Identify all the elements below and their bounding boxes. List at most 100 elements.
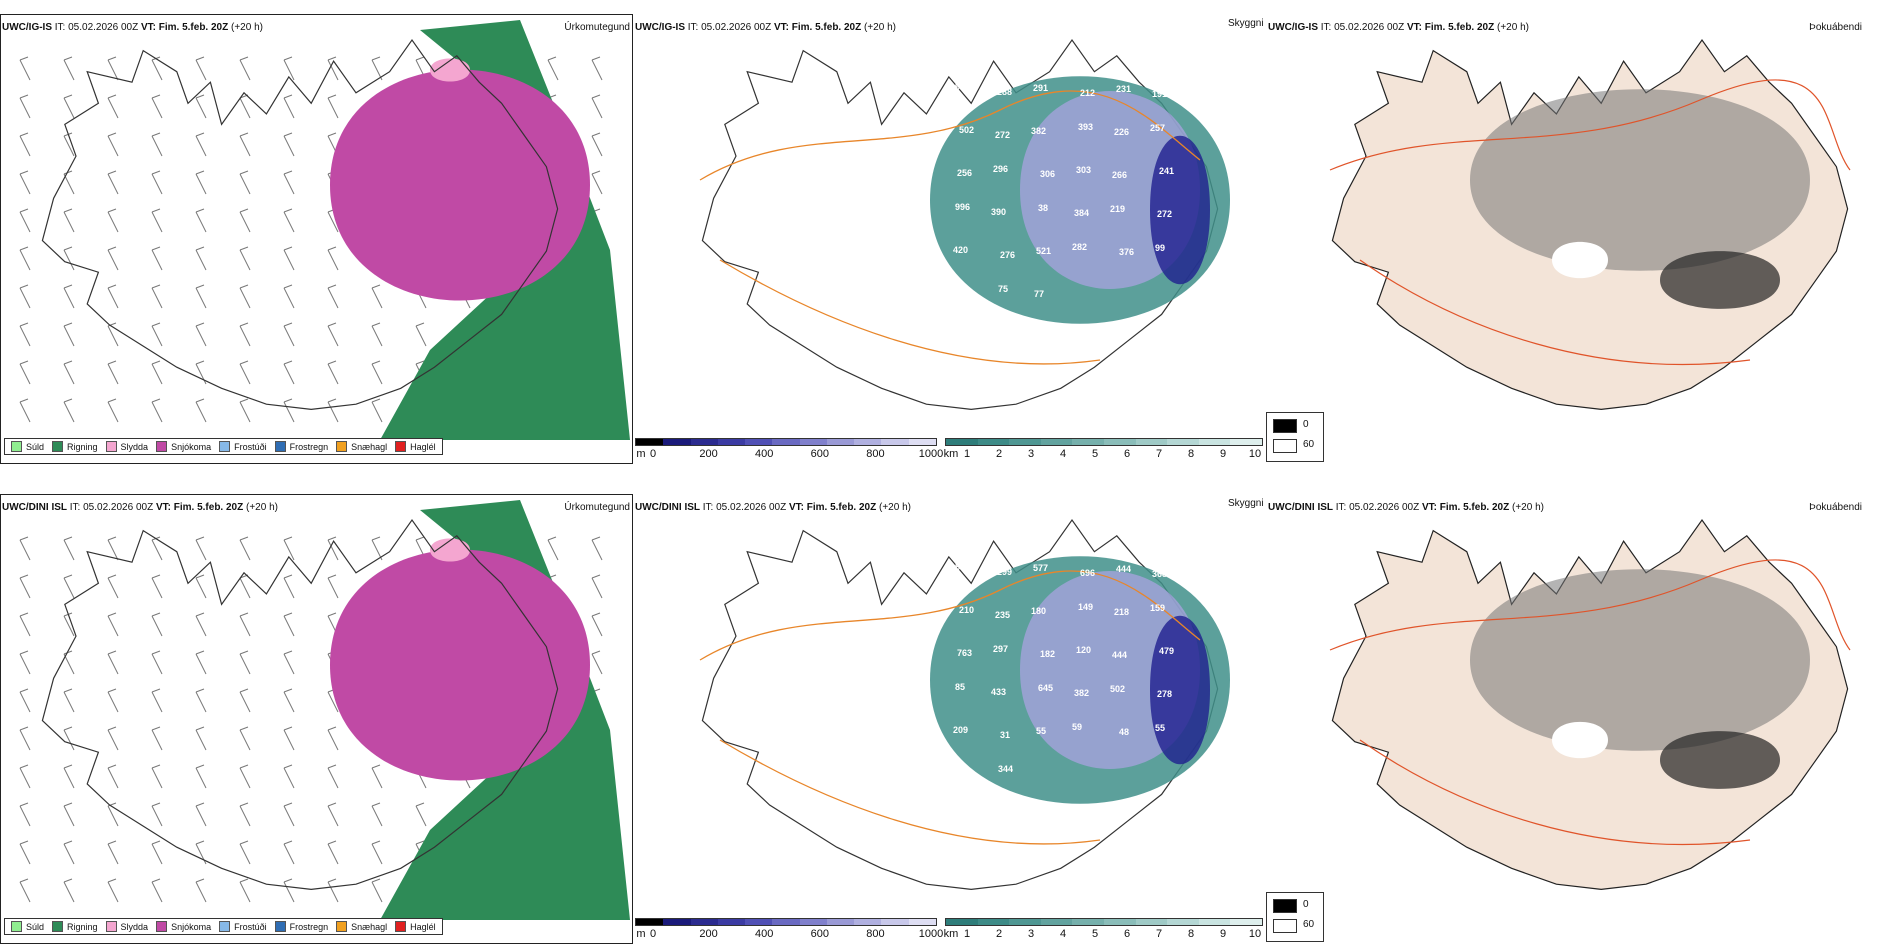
ceiling-value: 384 bbox=[1074, 208, 1089, 218]
wind-barb bbox=[63, 94, 73, 99]
ceiling-value: 521 bbox=[1036, 246, 1051, 256]
fog-swatch bbox=[1273, 919, 1297, 933]
wind-barb bbox=[63, 653, 75, 675]
ceiling-value: 444 bbox=[1116, 564, 1131, 574]
legend-item: Snæhagl bbox=[336, 921, 387, 932]
fog-map bbox=[1329, 38, 1851, 411]
wind-barb bbox=[327, 536, 337, 541]
wind-barb bbox=[107, 59, 119, 81]
road bbox=[719, 259, 1101, 365]
wind-barb bbox=[327, 249, 339, 271]
it-label: IT: bbox=[702, 502, 714, 513]
wind-barb bbox=[19, 211, 31, 233]
wind-barb bbox=[107, 840, 117, 845]
colorbar-unit: km bbox=[943, 928, 959, 940]
precip-map-frame bbox=[0, 14, 633, 464]
colorbar-tick: 1000 bbox=[918, 448, 944, 460]
wind-barb bbox=[63, 843, 75, 865]
wind-barb bbox=[327, 767, 339, 789]
colorbar-tick: 400 bbox=[755, 928, 774, 940]
wind-barb bbox=[283, 539, 295, 561]
wind-barb bbox=[63, 325, 75, 347]
wind-barb bbox=[107, 612, 117, 617]
legend-swatch bbox=[11, 921, 22, 932]
wind-barb bbox=[591, 59, 603, 81]
wind-barb bbox=[283, 536, 293, 541]
wind-barb bbox=[283, 322, 293, 327]
ceiling-value: 376 bbox=[1119, 247, 1134, 257]
wind-barb bbox=[283, 840, 293, 845]
ceiling-value: 996 bbox=[955, 202, 970, 212]
wind-barb bbox=[327, 805, 339, 827]
wind-barb bbox=[239, 536, 249, 541]
wind-barb bbox=[327, 398, 337, 403]
road bbox=[719, 739, 1101, 845]
legend-swatch bbox=[274, 921, 286, 932]
it-value: 05.02.2026 00Z bbox=[701, 22, 772, 33]
wind-barb bbox=[107, 539, 119, 561]
wind-barb bbox=[151, 287, 163, 309]
ceiling-value: 218 bbox=[1114, 607, 1129, 617]
it-label: IT: bbox=[54, 22, 66, 33]
wind-barb bbox=[195, 360, 205, 365]
wind-barb bbox=[239, 881, 251, 903]
wind-barb bbox=[371, 767, 383, 789]
wind-barb bbox=[107, 94, 117, 99]
colorbar-tick: 800 bbox=[866, 928, 885, 940]
wind-barb bbox=[195, 173, 207, 195]
legend-label: Slydda bbox=[120, 441, 149, 452]
wind-barb bbox=[151, 322, 161, 327]
fog-swatch bbox=[1273, 419, 1297, 433]
wind-barb bbox=[107, 767, 119, 789]
fog-legend-label: 0 bbox=[1303, 419, 1309, 430]
wind-barb bbox=[151, 729, 163, 751]
road bbox=[699, 570, 1201, 661]
legend-label: Frostregn bbox=[289, 441, 329, 452]
wind-barb bbox=[19, 878, 29, 883]
wind-barb bbox=[63, 574, 73, 579]
wind-barb bbox=[239, 322, 249, 327]
wind-barb bbox=[195, 726, 205, 731]
wind-barb bbox=[327, 132, 337, 137]
wind-barb bbox=[63, 729, 75, 751]
wind-barb bbox=[19, 246, 29, 251]
wind-barb bbox=[239, 878, 249, 883]
wind-barb bbox=[591, 653, 603, 675]
colorbar-tick: 200 bbox=[699, 928, 718, 940]
glacier bbox=[1552, 721, 1608, 759]
wind-barb bbox=[283, 59, 295, 81]
wind-barb bbox=[239, 840, 249, 845]
wind-barb bbox=[63, 249, 75, 271]
fog-legend-label: 60 bbox=[1303, 439, 1315, 450]
wind-barb bbox=[19, 249, 31, 271]
it-label: IT: bbox=[1335, 502, 1347, 513]
wind-barb bbox=[19, 764, 29, 769]
wind-barb bbox=[283, 577, 295, 599]
wind-barb bbox=[371, 287, 383, 309]
legend-swatch bbox=[52, 441, 64, 452]
legend-label: Frostúði bbox=[234, 921, 267, 932]
wind-barb bbox=[327, 246, 337, 251]
wind-barb bbox=[151, 539, 163, 561]
fog-header: UWC/IG-IS IT: 05.02.2026 00Z VT: Fim. 5.… bbox=[1268, 22, 1529, 33]
visibility-colorbar: km 1 2 3 4 5 6 7 8 9 10 bbox=[944, 438, 1263, 468]
colorbar-tick: 8 bbox=[1187, 448, 1195, 460]
wind-barb bbox=[327, 56, 337, 61]
legend-item: Rigning bbox=[52, 441, 98, 452]
precip-title: Úrkomutegund bbox=[564, 22, 630, 33]
wind-barb bbox=[327, 878, 337, 883]
wind-barb bbox=[239, 539, 251, 561]
wind-barb bbox=[195, 132, 205, 137]
wind-barb bbox=[63, 878, 73, 883]
colorbar-unit: m bbox=[636, 448, 646, 460]
model-name: UWC/IG-IS bbox=[635, 22, 685, 33]
ceiling-value: 226 bbox=[1114, 127, 1129, 137]
wind-barb bbox=[19, 56, 29, 61]
wind-barb bbox=[415, 536, 425, 541]
wind-barb bbox=[371, 322, 381, 327]
precip-map bbox=[19, 500, 630, 920]
wind-barb bbox=[107, 536, 117, 541]
legend-swatch bbox=[105, 921, 117, 932]
colorbar-tick: 10 bbox=[1248, 928, 1262, 940]
colorbar-tick: 800 bbox=[866, 448, 885, 460]
